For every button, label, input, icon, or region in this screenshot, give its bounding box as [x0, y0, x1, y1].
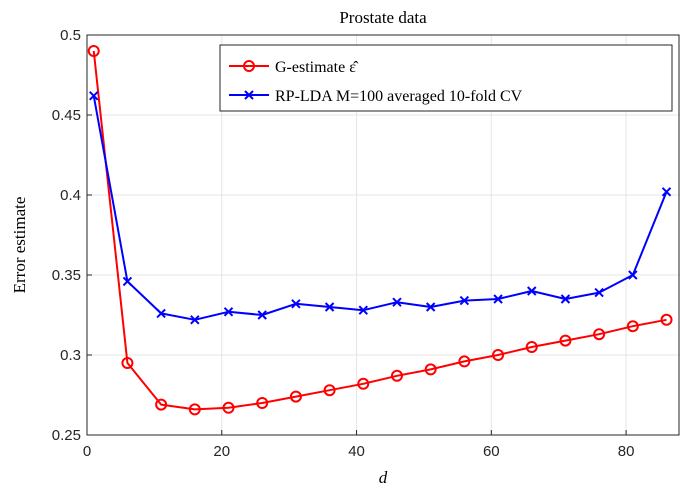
- data-point-0: [256, 397, 269, 409]
- legend-marker-rp-lda: [244, 90, 254, 100]
- legend-label-rp-lda: RP-LDA M=100 averaged 10-fold CV: [275, 88, 523, 105]
- data-point-0: [458, 355, 471, 368]
- x-tick-label: 80: [618, 443, 635, 460]
- data-point-1: [89, 91, 99, 101]
- legend-marker-g-estimate: [243, 60, 255, 72]
- data-point-0: [222, 401, 235, 414]
- plot-frame: [86, 34, 680, 436]
- data-point-0: [357, 377, 370, 390]
- data-point-1: [661, 187, 672, 197]
- data-point-0: [525, 341, 538, 353]
- legend-label-g-estimate: G-estimate ε̂: [275, 59, 359, 76]
- data-point-1: [223, 307, 234, 317]
- data-point-1: [190, 315, 200, 325]
- x-tick-label: 20: [213, 443, 230, 460]
- data-point-1: [425, 302, 436, 312]
- data-point-0: [390, 369, 403, 382]
- data-point-0: [593, 328, 606, 341]
- data-point-0: [559, 334, 572, 347]
- data-point-0: [188, 403, 201, 416]
- data-point-0: [289, 390, 302, 403]
- y-tick-label: 0.3: [60, 347, 81, 364]
- data-point-1: [459, 295, 470, 306]
- data-point-1: [527, 286, 537, 296]
- x-tick-label: 60: [483, 443, 500, 460]
- data-point-0: [424, 363, 437, 376]
- data-point-1: [493, 294, 503, 304]
- data-point-1: [324, 302, 335, 312]
- x-tick-label: 40: [348, 443, 365, 460]
- series-layer: [87, 45, 673, 416]
- data-point-0: [121, 357, 134, 369]
- y-tick-label: 0.4: [60, 187, 81, 204]
- data-point-1: [358, 305, 368, 315]
- data-point-1: [594, 287, 604, 298]
- y-tick-label: 0.25: [52, 427, 81, 444]
- y-axis-label: Error estimate: [10, 197, 29, 294]
- data-point-0: [87, 45, 100, 57]
- series-line-1: [92, 95, 668, 321]
- data-point-0: [626, 320, 639, 333]
- data-point-0: [660, 313, 673, 326]
- chart-title: Prostate data: [339, 8, 427, 27]
- legend: G-estimate ε̂ RP-LDA M=100 averaged 10-f…: [219, 44, 673, 112]
- data-point-0: [492, 349, 505, 361]
- legend-box: [219, 44, 673, 112]
- y-tick-label: 0.35: [52, 267, 81, 284]
- data-point-1: [560, 294, 571, 304]
- data-point-0: [323, 384, 336, 397]
- x-tick-label: 0: [83, 443, 91, 460]
- axis-ticks: 0 20 40 60 80 0.25 0.3 0.35 0.4 0.45 0.5: [52, 27, 635, 460]
- data-point-1: [291, 299, 301, 309]
- x-axis-label: d: [379, 468, 388, 487]
- data-point-1: [392, 297, 402, 307]
- y-tick-label: 0.5: [60, 27, 81, 44]
- data-point-1: [257, 310, 267, 320]
- y-tick-label: 0.45: [52, 107, 81, 124]
- data-point-1: [628, 270, 638, 280]
- data-point-1: [122, 276, 133, 287]
- data-point-0: [155, 398, 168, 411]
- data-point-1: [156, 308, 166, 319]
